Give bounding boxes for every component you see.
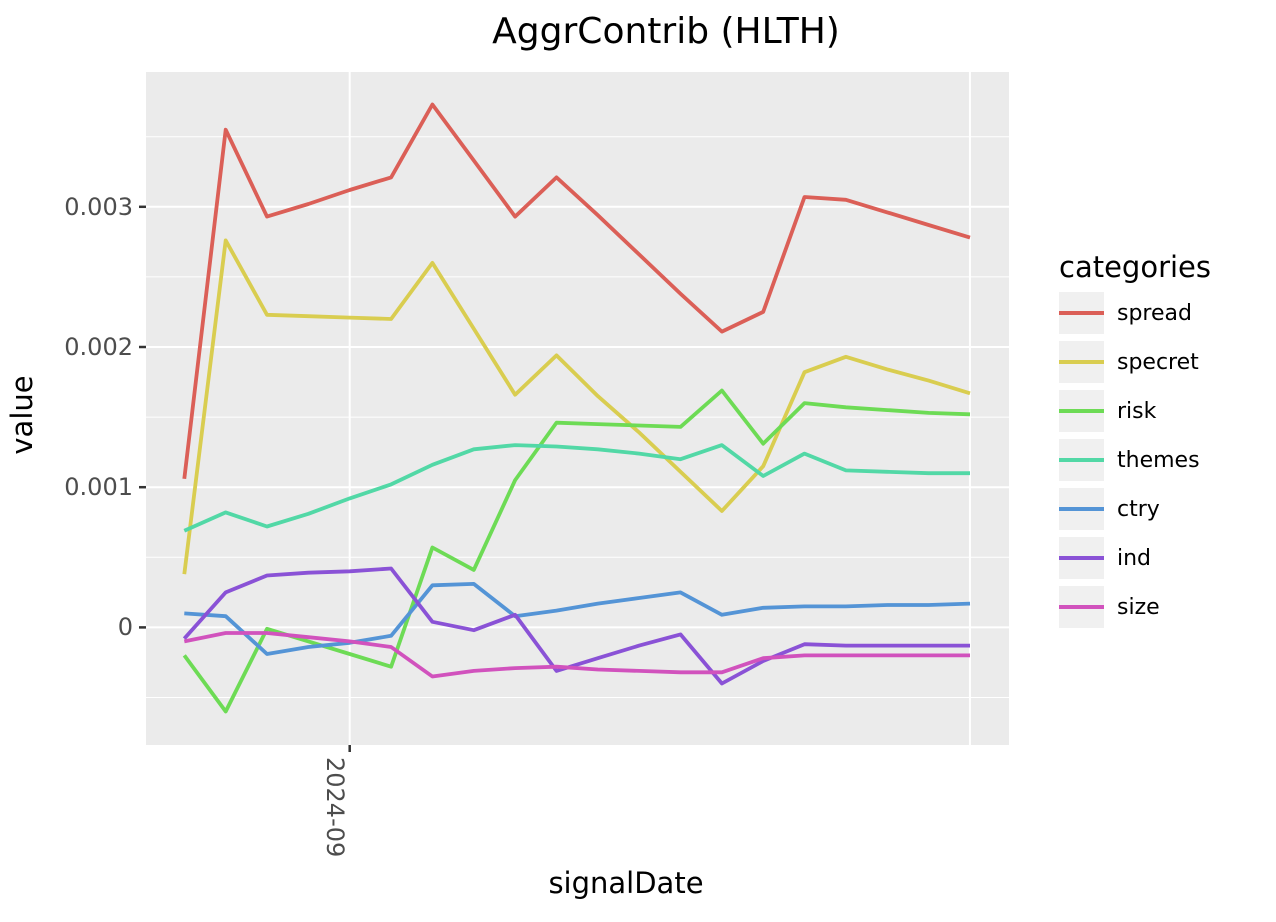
legend-rows: spread specret risk themes ctry ind size	[1059, 292, 1274, 628]
y-tick-label: 0	[117, 613, 133, 642]
legend-label: risk	[1117, 398, 1157, 424]
legend-key-line-icon	[1059, 507, 1104, 511]
legend-key-line-icon	[1059, 409, 1104, 413]
legend-key-swatch	[1059, 292, 1104, 334]
chart-title-text: AggrContrib (HLTH)	[492, 11, 840, 52]
legend-entry-ind: ind	[1059, 537, 1274, 579]
line-ind	[182, 566, 970, 686]
line-spread	[182, 102, 971, 480]
y-axis-title: value	[5, 375, 39, 455]
legend-key-swatch	[1059, 390, 1104, 432]
legend-key-swatch	[1059, 586, 1104, 628]
y-tick-label: 0.002	[64, 333, 133, 361]
legend-entry-spread: spread	[1059, 292, 1274, 334]
x-tick-label: 2024-09	[321, 757, 349, 858]
line-specret	[182, 238, 971, 575]
legend-key-line-icon	[1059, 556, 1104, 560]
y-tick-label: 0.001	[64, 473, 133, 502]
y-tick-label: 0.003	[64, 192, 133, 221]
legend-title: categories	[1059, 250, 1212, 284]
legend-key-line-icon	[1059, 458, 1104, 462]
legend-entry-specret: specret	[1059, 341, 1274, 383]
legend: categories spread specret risk themes ctry in…	[1059, 250, 1274, 635]
legend-entry-risk: risk	[1059, 390, 1274, 432]
legend-label: ctry	[1117, 496, 1160, 522]
legend-entry-themes: themes	[1059, 439, 1274, 481]
line-risk	[182, 388, 971, 714]
legend-key-swatch	[1059, 439, 1104, 481]
legend-label: specret	[1117, 349, 1199, 375]
legend-label: themes	[1117, 447, 1200, 473]
legend-key-swatch	[1059, 488, 1104, 530]
line-size	[183, 631, 970, 679]
legend-key-line-icon	[1059, 311, 1104, 315]
legend-label: ind	[1117, 545, 1152, 571]
legend-label: spread	[1117, 300, 1192, 326]
legend-entry-ctry: ctry	[1059, 488, 1274, 530]
line-themes	[183, 443, 970, 533]
x-axis-title: signalDate	[548, 866, 704, 900]
legend-entry-size: size	[1059, 586, 1274, 628]
line-ctry	[184, 582, 971, 656]
legend-label: size	[1117, 594, 1160, 620]
legend-key-swatch	[1059, 537, 1104, 579]
chart-title: AggrContrib (HLTH)	[0, 11, 1244, 52]
legend-key-swatch	[1059, 341, 1104, 383]
legend-key-line-icon	[1059, 360, 1104, 364]
legend-key-line-icon	[1059, 605, 1104, 609]
